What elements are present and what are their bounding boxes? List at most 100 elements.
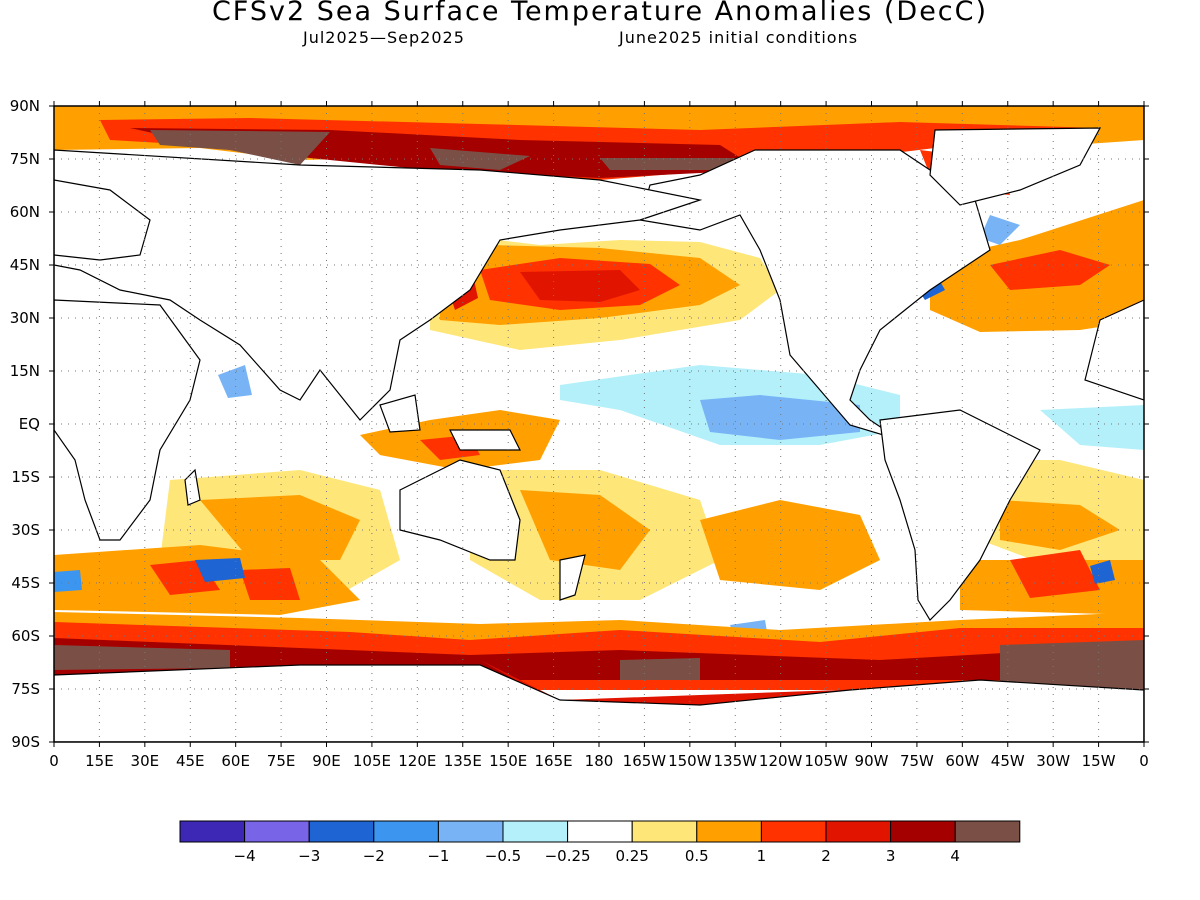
lat-label: 30N: [10, 309, 40, 327]
longitude-labels: 0 15E 30E 45E 60E 75E 90E 105E 120E 135E 150E 165E 1…: [49, 752, 1149, 770]
lon-label: 60W: [945, 752, 979, 770]
land-new-guinea: [449, 429, 521, 451]
lon-label: 75W: [900, 752, 934, 770]
colorbar-label: −0.25: [545, 847, 591, 865]
forecast-period: Jul2025—Sep2025: [303, 28, 465, 47]
lon-label: 150W: [668, 752, 712, 770]
lon-label: 165W: [623, 752, 667, 770]
southern-max-b: [1000, 640, 1144, 692]
lon-label: 30W: [1036, 752, 1070, 770]
colorbar-swatch: [179, 820, 246, 843]
colorbar-label: 4: [950, 847, 960, 865]
eq-pac-cool-inner: [700, 395, 860, 440]
lat-label: 60N: [10, 203, 40, 221]
lat-label: 30S: [11, 521, 40, 539]
colorbar: [179, 820, 1021, 843]
colorbar-label: −2: [363, 847, 385, 865]
lon-label: 120E: [398, 752, 436, 770]
land-africa: [54, 299, 201, 541]
lat-label: 45S: [11, 574, 40, 592]
lon-label: 45W: [991, 752, 1025, 770]
lon-label: 90W: [855, 752, 889, 770]
south-atlantic-cold: [1090, 560, 1115, 584]
lat-label: 60S: [11, 627, 40, 645]
lon-label: 180: [585, 752, 614, 770]
lon-label: 105E: [353, 752, 391, 770]
land-north-america: [639, 149, 991, 441]
lon-label: 165E: [535, 752, 573, 770]
colorbar-swatch: [567, 820, 633, 843]
lon-label: 60E: [221, 752, 250, 770]
land-borneo: [379, 394, 421, 433]
lon-label: 105W: [804, 752, 848, 770]
sw-indian-cold: [54, 570, 82, 592]
land-europe: [54, 179, 151, 261]
colorbar-swatch: [760, 820, 827, 843]
arctic-max-c: [600, 158, 740, 170]
lon-label: 75E: [267, 752, 296, 770]
south-atlantic-warm-inner: [1000, 500, 1120, 550]
colorbar-swatch: [244, 820, 310, 843]
south-atlantic-south-strong: [1010, 550, 1100, 598]
lon-label: 135W: [714, 752, 758, 770]
arabian-sea-cool: [218, 365, 252, 398]
lat-label: 75N: [10, 150, 40, 168]
colorbar-swatch: [696, 820, 762, 843]
lon-label: 0: [1139, 752, 1149, 770]
colorbar-swatch: [308, 820, 375, 843]
lon-label: 0: [49, 752, 59, 770]
southern-max-a: [54, 645, 230, 670]
lat-label: 15N: [10, 362, 40, 380]
colorbar-swatch: [825, 820, 892, 843]
arctic-max-a: [150, 130, 330, 165]
colorbar-swatch: [373, 820, 439, 843]
latitude-labels: 90N 75N 60N 45N 30N 15N EQ 15S 30S 45S 60S 75S 90S: [10, 97, 40, 751]
south-pacific-warm-c: [700, 500, 880, 590]
lon-label: 15E: [85, 752, 114, 770]
land-africa-west: [1084, 299, 1144, 401]
lat-label: 45N: [10, 256, 40, 274]
colorbar-label: −3: [298, 847, 320, 865]
colorbar-label: 0.25: [615, 847, 648, 865]
colorbar-label: 3: [886, 847, 896, 865]
land-eurasia: [54, 149, 703, 421]
south-indian-strong-b: [240, 568, 300, 600]
lon-label: 135E: [444, 752, 482, 770]
labrador-cold: [980, 215, 1020, 245]
map-area: [54, 106, 1144, 742]
initial-conditions: June2025 initial conditions: [619, 28, 859, 47]
lon-label: 15W: [1082, 752, 1116, 770]
arctic-max-b: [430, 148, 530, 170]
southern-max-c: [620, 658, 700, 680]
colorbar-swatch: [890, 820, 956, 843]
south-pacific-warm-b: [520, 490, 650, 570]
lat-label: 75S: [11, 680, 40, 698]
colorbar-label: 1: [757, 847, 767, 865]
colorbar-label: 0.5: [685, 847, 709, 865]
north-atlantic-warm-strong: [990, 250, 1110, 290]
land-greenland: [929, 127, 1102, 206]
axis-ticks: [49, 101, 1149, 747]
land-new-zealand: [559, 554, 586, 601]
lon-label: 45E: [176, 752, 205, 770]
lat-label: 90N: [10, 97, 40, 115]
colorbar-labels: −4 −3 −2 −1 −0.5 −0.25 0.25 0.5 1 2 3 4: [234, 847, 960, 865]
colorbar-label: −1: [427, 847, 449, 865]
colorbar-label: 2: [821, 847, 831, 865]
colorbar-swatch: [437, 820, 504, 843]
land-madagascar: [184, 468, 201, 506]
graticule: [54, 106, 1144, 742]
land-australia: [399, 459, 521, 561]
east-atlantic-cool: [1040, 405, 1144, 450]
map-title: CFSv2 Sea Surface Temperature Anomalies …: [211, 0, 989, 27]
lat-label: 90S: [11, 733, 40, 751]
south-indian-warm-inner: [200, 495, 360, 560]
lon-label: 120W: [759, 752, 803, 770]
land-south-america: [879, 409, 1041, 621]
lon-label: 150E: [489, 752, 527, 770]
npac-warm-core: [520, 270, 640, 302]
colorbar-label: −4: [234, 847, 256, 865]
lon-label: 90E: [312, 752, 341, 770]
colorbar-label: −0.5: [485, 847, 521, 865]
